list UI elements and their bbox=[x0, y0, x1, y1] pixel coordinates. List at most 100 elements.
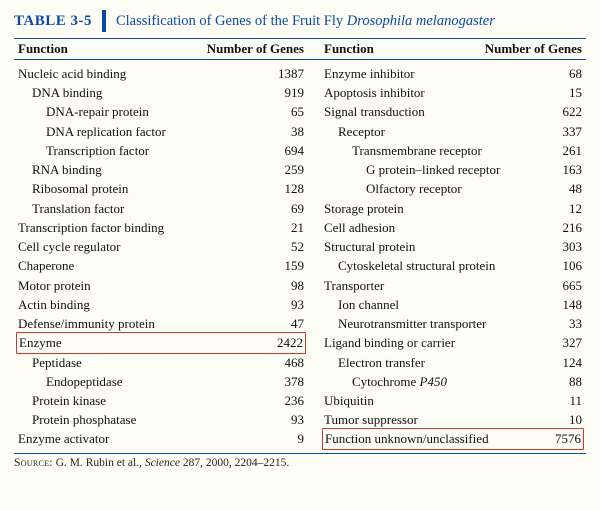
row-value: 216 bbox=[538, 218, 582, 237]
table-row: Cell adhesion216 bbox=[324, 218, 582, 237]
header-number: Number of Genes bbox=[485, 41, 582, 57]
table-row: Transmembrane receptor261 bbox=[324, 141, 582, 160]
source-prefix: Source: bbox=[14, 457, 53, 469]
row-label: Enzyme inhibitor bbox=[324, 64, 415, 83]
table-row: Transcription factor694 bbox=[18, 141, 304, 160]
row-value: 11 bbox=[538, 391, 582, 410]
table-row: Ion channel 148 bbox=[324, 295, 582, 314]
table-row: Cytoskeletal structural protein 106 bbox=[324, 256, 582, 275]
row-value: 163 bbox=[538, 160, 582, 179]
header-left: Function Number of Genes bbox=[14, 41, 308, 57]
source-journal: Science bbox=[145, 457, 180, 469]
table-row: Enzyme activator9 bbox=[18, 429, 304, 448]
row-value: 47 bbox=[260, 314, 304, 333]
row-value: 98 bbox=[260, 276, 304, 295]
table-row: Enzyme2422 bbox=[16, 332, 306, 353]
row-value: 69 bbox=[260, 199, 304, 218]
row-value: 21 bbox=[260, 218, 304, 237]
row-label: Olfactory receptor bbox=[324, 179, 462, 198]
row-value: 148 bbox=[538, 295, 582, 314]
row-label: Cell cycle regulator bbox=[18, 237, 121, 256]
table-row: Enzyme inhibitor68 bbox=[324, 64, 582, 83]
rule-bottom bbox=[14, 453, 586, 454]
row-value: 15 bbox=[538, 83, 582, 102]
table-row: Nucleic acid binding 1387 bbox=[18, 64, 304, 83]
header-right: Function Number of Genes bbox=[308, 41, 586, 57]
row-value: 9 bbox=[260, 429, 304, 448]
table-row: Storage protein12 bbox=[324, 199, 582, 218]
row-label: Neurotransmitter transporter bbox=[324, 314, 486, 333]
row-label: Enzyme bbox=[19, 333, 62, 352]
row-value: 88 bbox=[538, 372, 582, 391]
row-label: Protein kinase bbox=[18, 391, 106, 410]
row-label: Receptor bbox=[324, 122, 385, 141]
table-body: Nucleic acid binding1387DNA binding919DN… bbox=[14, 64, 586, 449]
table-row: Protein phosphatase93 bbox=[18, 410, 304, 429]
table-row: Transcription factor binding 21 bbox=[18, 218, 304, 237]
rule-under-header bbox=[14, 59, 586, 60]
column-right: Enzyme inhibitor68Apoptosis inhibitor15S… bbox=[308, 64, 586, 449]
row-label: Structural protein bbox=[324, 237, 415, 256]
row-label: Transcription factor binding bbox=[18, 218, 164, 237]
table-row: Cell cycle regulator 52 bbox=[18, 237, 304, 256]
table-row: Electron transfer124 bbox=[324, 353, 582, 372]
row-value: 12 bbox=[538, 199, 582, 218]
title-species: Drosophila melanogaster bbox=[347, 13, 495, 29]
row-label-italic: P450 bbox=[420, 374, 447, 389]
table-row: Actin binding93 bbox=[18, 295, 304, 314]
table-row: Chaperone159 bbox=[18, 256, 304, 275]
header-function: Function bbox=[18, 41, 68, 57]
row-label: Ion channel bbox=[324, 295, 399, 314]
row-label: Transporter bbox=[324, 276, 384, 295]
row-value: 468 bbox=[260, 353, 304, 372]
table-row: Neurotransmitter transporter33 bbox=[324, 314, 582, 333]
header-divider bbox=[102, 10, 106, 32]
row-value: 52 bbox=[260, 237, 304, 256]
table-label: TABLE 3-5 bbox=[14, 13, 92, 30]
table-row: Protein kinase 236 bbox=[18, 391, 304, 410]
table-row: Olfactory receptor 48 bbox=[324, 179, 582, 198]
row-label: Translation factor bbox=[18, 199, 124, 218]
row-label: DNA binding bbox=[18, 83, 102, 102]
source-line: Source: G. M. Rubin et al., Science 287,… bbox=[14, 457, 586, 469]
row-value: 259 bbox=[260, 160, 304, 179]
table-row: Motor protein98 bbox=[18, 276, 304, 295]
row-value: 236 bbox=[260, 391, 304, 410]
row-value: 48 bbox=[538, 179, 582, 198]
table-row: Apoptosis inhibitor15 bbox=[324, 83, 582, 102]
row-label: Tumor suppressor bbox=[324, 410, 418, 429]
table-row: RNA binding 259 bbox=[18, 160, 304, 179]
table-row: Transporter665 bbox=[324, 276, 582, 295]
row-label: Ribosomal protein bbox=[18, 179, 128, 198]
source-text: G. M. Rubin et al., bbox=[53, 457, 145, 469]
row-label: Nucleic acid binding bbox=[18, 64, 126, 83]
row-label: Peptidase bbox=[18, 353, 82, 372]
row-value: 378 bbox=[260, 372, 304, 391]
row-label: Ubiquitin bbox=[324, 391, 374, 410]
row-label: Function unknown/unclassified bbox=[325, 429, 489, 448]
row-label: Cytoskeletal structural protein bbox=[324, 256, 495, 275]
table-row: Ribosomal protein128 bbox=[18, 179, 304, 198]
table-row: Endopeptidase 378 bbox=[18, 372, 304, 391]
row-value: 1387 bbox=[260, 64, 304, 83]
row-value: 327 bbox=[538, 333, 582, 352]
row-label: DNA-repair protein bbox=[18, 102, 149, 121]
table-header: TABLE 3-5 Classification of Genes of the… bbox=[14, 10, 586, 32]
table-row: DNA replication factor38 bbox=[18, 122, 304, 141]
table-row: Receptor337 bbox=[324, 122, 582, 141]
row-value: 919 bbox=[260, 83, 304, 102]
row-value: 159 bbox=[260, 256, 304, 275]
row-label: RNA binding bbox=[18, 160, 102, 179]
row-value: 261 bbox=[538, 141, 582, 160]
table-row: DNA binding 919 bbox=[18, 83, 304, 102]
row-label: Endopeptidase bbox=[18, 372, 123, 391]
row-value: 106 bbox=[538, 256, 582, 275]
header-number: Number of Genes bbox=[207, 41, 304, 57]
table-3-5: TABLE 3-5 Classification of Genes of the… bbox=[0, 0, 600, 510]
row-value: 38 bbox=[260, 122, 304, 141]
row-label: Signal transduction bbox=[324, 102, 425, 121]
column-headers: Function Number of Genes Function Number… bbox=[14, 41, 586, 57]
source-tail: 287, 2000, 2204–2215. bbox=[180, 457, 289, 469]
column-left: Nucleic acid binding1387DNA binding919DN… bbox=[14, 64, 308, 449]
table-row: Ubiquitin 11 bbox=[324, 391, 582, 410]
